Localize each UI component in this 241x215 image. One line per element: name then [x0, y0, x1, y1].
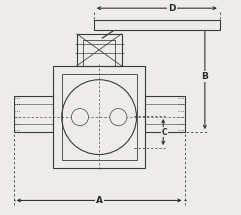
Bar	[145, 96, 185, 132]
Bar	[83, 40, 115, 66]
Text: C: C	[161, 127, 167, 137]
Bar	[77, 34, 121, 66]
Text: D: D	[168, 4, 175, 13]
Text: B: B	[201, 72, 208, 81]
Bar	[62, 74, 136, 160]
Bar	[94, 20, 220, 29]
Text: A: A	[96, 196, 103, 205]
Bar	[14, 96, 53, 132]
Circle shape	[110, 109, 127, 126]
Circle shape	[71, 109, 88, 126]
Bar	[53, 66, 145, 168]
